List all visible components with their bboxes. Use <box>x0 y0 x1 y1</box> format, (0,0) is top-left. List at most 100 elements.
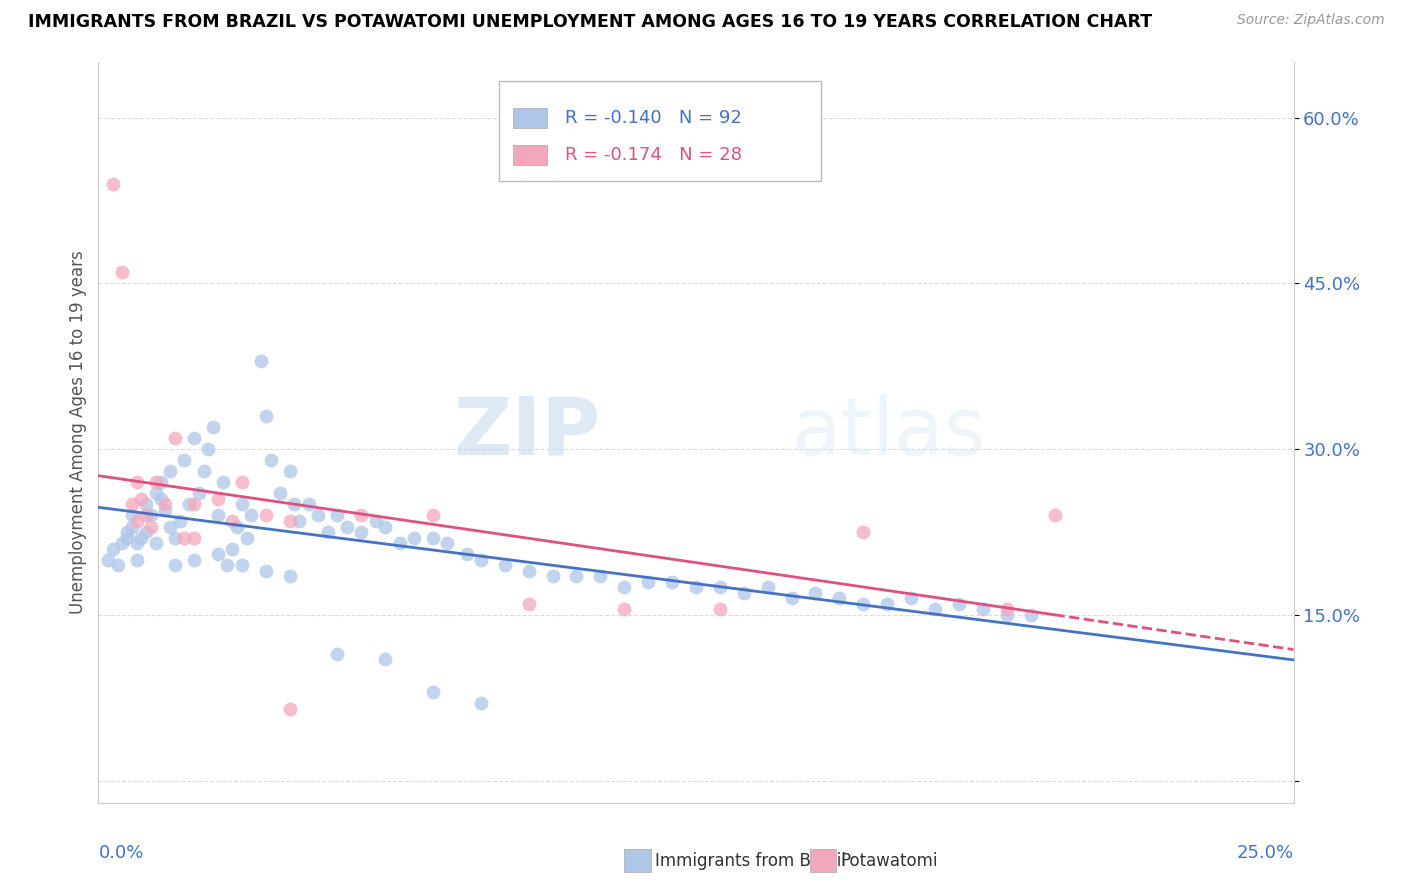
Point <box>101 541 124 556</box>
Point <box>876 597 898 611</box>
Point <box>316 524 339 539</box>
Point <box>183 552 205 566</box>
Point <box>207 547 229 561</box>
Point <box>1019 607 1042 622</box>
Point <box>804 586 827 600</box>
Point <box>900 591 922 606</box>
Point <box>709 602 731 616</box>
Text: 25.0%: 25.0% <box>1236 844 1294 862</box>
Text: 0.0%: 0.0% <box>98 844 143 862</box>
Point <box>470 552 492 566</box>
Point <box>422 531 444 545</box>
Point <box>97 552 120 566</box>
Point <box>221 514 243 528</box>
Point <box>121 519 143 533</box>
Point <box>101 177 124 191</box>
Point <box>149 491 172 506</box>
Y-axis label: Unemployment Among Ages 16 to 19 years: Unemployment Among Ages 16 to 19 years <box>69 251 87 615</box>
Point <box>163 558 186 573</box>
Point <box>145 475 167 490</box>
Point <box>924 602 946 616</box>
Point <box>948 597 970 611</box>
Point <box>169 514 191 528</box>
Point <box>733 586 755 600</box>
Text: R = -0.140   N = 92: R = -0.140 N = 92 <box>565 109 741 127</box>
Point <box>202 420 225 434</box>
Point <box>350 524 373 539</box>
Point <box>307 508 329 523</box>
Point <box>402 531 425 545</box>
Point <box>149 475 172 490</box>
Point <box>145 536 167 550</box>
Point <box>231 475 253 490</box>
Point <box>350 508 373 523</box>
Point <box>250 353 273 368</box>
Point <box>374 519 396 533</box>
Point <box>207 491 229 506</box>
Point <box>278 569 301 583</box>
Point <box>613 580 636 594</box>
Point <box>240 508 263 523</box>
Text: atlas: atlas <box>792 393 986 472</box>
Point <box>197 442 219 457</box>
Point <box>336 519 359 533</box>
Point <box>193 464 215 478</box>
Point <box>139 519 162 533</box>
Point <box>155 498 177 512</box>
Point <box>470 697 492 711</box>
Point <box>125 514 148 528</box>
Point <box>828 591 851 606</box>
Point <box>121 508 143 523</box>
Point <box>326 508 349 523</box>
Point <box>183 431 205 445</box>
Point <box>145 486 167 500</box>
Point <box>298 498 321 512</box>
Point <box>173 531 195 545</box>
Point <box>756 580 779 594</box>
Bar <box>513 108 547 128</box>
Point <box>374 652 396 666</box>
Point <box>709 580 731 594</box>
Point <box>388 536 411 550</box>
Point <box>517 564 540 578</box>
Bar <box>624 849 651 871</box>
Point <box>637 574 659 589</box>
Point <box>139 508 162 523</box>
Bar <box>513 145 547 165</box>
Text: R = -0.174   N = 28: R = -0.174 N = 28 <box>565 146 741 164</box>
Point <box>125 475 148 490</box>
Point <box>131 531 153 545</box>
Point <box>456 547 478 561</box>
Point <box>211 475 233 490</box>
Point <box>852 597 875 611</box>
Point <box>422 685 444 699</box>
Point <box>179 498 201 512</box>
Point <box>1043 508 1066 523</box>
Point <box>278 514 301 528</box>
Point <box>231 558 253 573</box>
Point <box>254 564 277 578</box>
Point <box>159 519 181 533</box>
Point <box>135 524 157 539</box>
Point <box>183 531 205 545</box>
Point <box>115 524 138 539</box>
Point <box>111 536 134 550</box>
Point <box>254 508 277 523</box>
Point <box>852 524 875 539</box>
Point <box>115 531 138 545</box>
Point <box>364 514 387 528</box>
Point <box>283 498 305 512</box>
Point <box>163 531 186 545</box>
Point <box>278 464 301 478</box>
Point <box>422 508 444 523</box>
Point <box>326 647 349 661</box>
Point <box>685 580 707 594</box>
Point <box>995 607 1018 622</box>
Point <box>231 498 253 512</box>
Point <box>235 531 257 545</box>
Point <box>254 409 277 423</box>
Point <box>135 498 157 512</box>
Point <box>226 519 249 533</box>
Point <box>613 602 636 616</box>
Text: Potawatomi: Potawatomi <box>841 852 938 870</box>
